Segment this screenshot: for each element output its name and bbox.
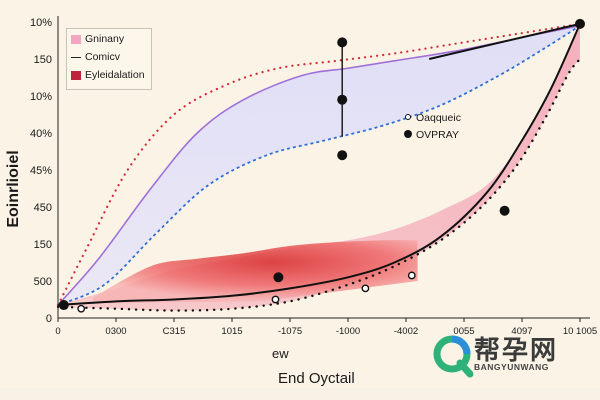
legend-item-eyleidalation: Eyleidalation — [71, 68, 145, 82]
annotation-label: Oaqqueic — [416, 112, 461, 124]
x-axis-secondary-label: ew — [272, 346, 289, 361]
blue-band-area — [58, 25, 580, 306]
legend-swatch-red — [71, 70, 81, 80]
x-tick-label: 0055 — [453, 326, 474, 337]
data-point-open — [77, 304, 86, 313]
y-tick-label: 150 — [34, 239, 52, 251]
y-tick-label: 0 — [46, 313, 52, 325]
legend-item-gninany: Gninany — [71, 32, 124, 46]
annotation-label: OVPRAY — [416, 129, 459, 141]
series-line-blue-dashed — [57, 24, 581, 306]
x-tick-label: 0300 — [105, 326, 126, 337]
y-tick-label: 40% — [30, 128, 52, 140]
data-point — [273, 272, 284, 283]
x-tick-label: 0 — [55, 326, 60, 337]
annotation-marker-filled — [404, 130, 412, 138]
x-tick-label: C315 — [163, 326, 186, 337]
footer-band — [0, 388, 600, 400]
data-point — [337, 94, 348, 105]
annotation-marker-open — [405, 114, 411, 120]
data-point-open — [271, 295, 280, 304]
legend: Gninany Comicv Eyleidalation — [66, 28, 152, 90]
watermark: 帮孕网 BANGYUNWANG — [432, 328, 600, 384]
legend-item-comicv: Comicv — [71, 50, 120, 64]
y-axis-label: Eoinrlioiel — [5, 150, 22, 228]
data-point — [499, 205, 510, 216]
watermark-title: 帮孕网 — [474, 336, 559, 366]
data-point — [58, 300, 69, 311]
y-tick-label: 10% — [30, 17, 52, 29]
y-tick-label: 10% — [30, 91, 52, 103]
x-tick-label: 4097 — [511, 326, 532, 337]
watermark-subtitle: BANGYUNWANG — [474, 362, 549, 372]
legend-swatch-line — [71, 56, 81, 58]
data-point — [337, 37, 348, 48]
x-tick-label: -1000 — [336, 326, 360, 337]
red-area — [92, 240, 418, 304]
data-point-open — [407, 271, 416, 280]
data-point — [575, 18, 585, 29]
y-tick-label: 500 — [34, 276, 52, 288]
x-tick-label: -1075 — [278, 326, 302, 337]
watermark-logo-icon — [433, 335, 474, 378]
y-tick-label: 45% — [30, 165, 52, 177]
series-line-red-dots — [56, 22, 582, 307]
x-tick-label: -4002 — [394, 326, 418, 337]
data-point — [337, 150, 348, 161]
y-tick-label: 450 — [34, 202, 52, 214]
legend-swatch-pink — [71, 34, 81, 44]
legend-label: Comicv — [85, 51, 121, 63]
x-tick-label: 1015 — [221, 326, 242, 337]
series-line-black-upper — [428, 22, 581, 60]
x-tick-label: 10 1005 — [563, 326, 597, 337]
legend-label: Gninany — [85, 33, 125, 45]
series-line-black — [57, 23, 581, 307]
x-axis-label: End Oyctail — [278, 370, 355, 387]
y-tick-label: 150 — [34, 54, 52, 66]
legend-label: Eyleidalation — [85, 69, 145, 81]
data-point-open — [361, 284, 370, 293]
